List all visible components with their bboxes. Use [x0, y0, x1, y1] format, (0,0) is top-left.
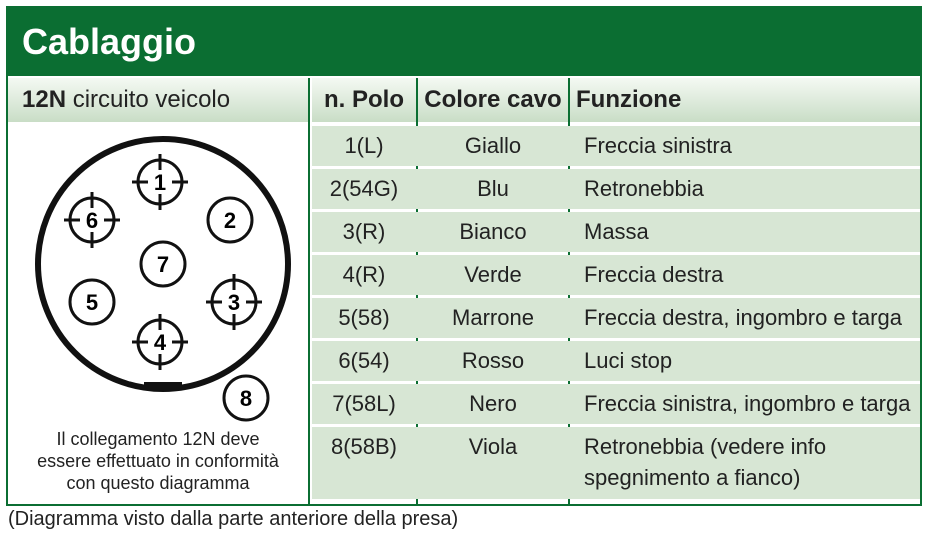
pin-label: 8: [240, 386, 252, 411]
table-row: 2(54G) Blu Retronebbia: [312, 169, 920, 209]
table-row: 8(58B) Viola Retronebbia (vedere info speg…: [312, 427, 920, 499]
cell-colore: Rosso: [461, 348, 525, 373]
cell-funzione: Freccia sinistra, ingombro e targa: [584, 391, 911, 416]
pins: 1 2 3 4 5 6 7 8: [64, 154, 270, 422]
table-row: 7(58L) Nero Freccia sinistra, ingombro e t…: [312, 384, 920, 424]
pin: [139, 240, 187, 288]
cell-polo: 6(54): [338, 348, 390, 373]
title: Cablaggio: [8, 8, 920, 76]
socket-key: [144, 382, 182, 390]
table-row: 6(54) Rosso Luci stop: [312, 341, 920, 381]
pin-label: 4: [154, 330, 167, 355]
caption-line: Il collegamento 12N deve: [56, 429, 260, 449]
panel-title-bold: 12N: [22, 86, 67, 113]
frame: Cablaggio 12N circuito veicolo n. Polo C…: [6, 6, 922, 506]
col-header: Colore cavo: [418, 78, 568, 122]
cell-polo: 5(58): [338, 305, 390, 330]
cell-polo: 8(58B): [330, 434, 398, 459]
cell-funzione: Freccia destra: [584, 262, 724, 287]
cell-funzione: Retronebbia (vedere info spegnimento a f…: [584, 434, 827, 490]
caption-line: con questo diagramma: [66, 473, 250, 493]
cell-colore: Verde: [464, 262, 522, 287]
pin-label: 5: [86, 290, 98, 315]
cell-funzione: Freccia sinistra: [584, 133, 732, 158]
cell-funzione: Luci stop: [584, 348, 673, 373]
caption: Il collegamento 12N deve essere effettuat…: [8, 428, 308, 494]
pin-label: 6: [86, 208, 98, 233]
pin-label: 2: [224, 208, 236, 233]
cell-polo: 3(R): [342, 219, 386, 244]
col-header: Funzione: [570, 78, 920, 122]
cell-polo: 1(L): [344, 133, 384, 158]
cell-polo: 4(R): [342, 262, 386, 287]
pin-label: 1: [154, 170, 166, 195]
cell-funzione: Retronebbia: [584, 176, 704, 201]
diagram: 1 2 3 4 5 6 7 8: [35, 136, 291, 422]
cell-colore: Bianco: [459, 219, 527, 244]
pin-label: 7: [157, 252, 169, 277]
cell-funzione: Massa: [584, 219, 649, 244]
pin: [206, 196, 254, 244]
table-row: 3(R) Bianco Massa: [312, 212, 920, 252]
pin: [68, 278, 116, 326]
panel-title-rest: circuito veicolo: [72, 86, 231, 113]
cell-polo: 7(58L): [332, 391, 396, 416]
pin-label: 3: [228, 290, 240, 315]
panel-title: 12N circuito veicolo: [8, 78, 308, 122]
table-row: 5(58) Marrone Freccia destra, ingombro e t…: [312, 298, 920, 338]
cell-colore: Nero: [469, 391, 517, 416]
col-header: n. Polo: [312, 78, 416, 122]
diagram-panel: 1 2 3 4 5 6 7 8 Il collegamento 12N deve essere …: [8, 124, 308, 504]
cell-polo: 2(54G): [329, 176, 399, 201]
cell-colore: Marrone: [452, 305, 534, 330]
cell-colore: Giallo: [464, 133, 522, 158]
caption-line: essere effettuato in conformità: [37, 451, 279, 471]
divider: [308, 78, 310, 504]
pin: [222, 374, 270, 422]
table-row: 1(L) Giallo Freccia sinistra: [312, 126, 920, 166]
footer-note: (Diagramma visto dalla parte anteriore d…: [8, 508, 459, 530]
cell-colore: Viola: [468, 434, 518, 459]
cell-funzione: Freccia destra, ingombro e targa: [584, 305, 902, 330]
table-row: 4(R) Verde Freccia destra: [312, 255, 920, 295]
cell-colore: Blu: [477, 176, 509, 201]
